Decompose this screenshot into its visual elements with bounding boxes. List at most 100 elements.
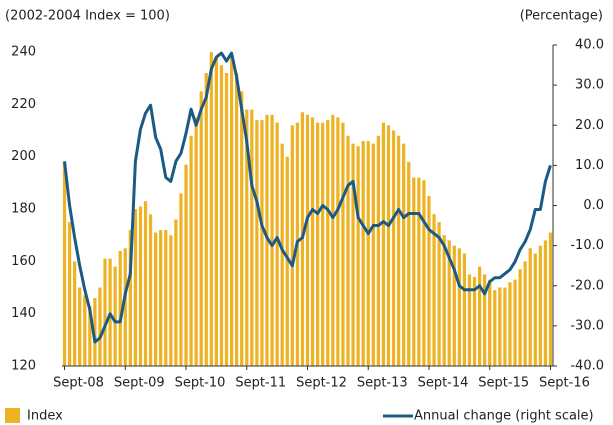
x-tick-label: Sept-10 [175,376,226,391]
bar [407,161,411,366]
x-tick-label: Sept-14 [418,376,469,391]
x-tick-label: Sept-11 [235,376,286,391]
bar [98,287,102,366]
y2-tick-label: -40.0 [570,359,604,374]
bar [62,161,67,366]
bar [498,287,502,366]
y-tick-label: 120 [11,359,36,374]
bar [219,65,224,366]
x-tick-label: Sept-08 [53,376,104,391]
bar [265,114,269,366]
bar [164,229,168,366]
y-tick-label: 200 [11,149,36,164]
x-tick-label: Sept-13 [357,376,408,391]
bar [148,214,153,366]
bar [538,245,542,366]
bar [326,120,330,366]
bar [214,57,219,367]
bar [250,109,254,366]
bar [457,248,461,366]
bar [118,250,122,366]
bar [103,258,107,366]
bar [275,122,279,366]
bar [285,156,289,366]
left-axis-label: (2002-2004 Index = 100) [5,9,170,24]
bar [255,120,259,366]
x-tick-label: Sept-15 [478,376,529,391]
x-tick-label: Sept-16 [539,376,590,391]
bar [78,287,82,366]
bar [351,143,355,366]
y2-tick-label: 20.0 [575,118,604,133]
bar [346,135,350,366]
bar [518,269,522,366]
y-tick-label: 160 [11,254,36,269]
bar [199,91,203,366]
bar [209,52,213,366]
bar [143,201,148,366]
bar [462,253,467,366]
bars [62,52,553,367]
bar [189,135,193,366]
bar [412,177,416,366]
bar [67,222,72,366]
bar [376,135,380,366]
bar [290,125,294,367]
bar [493,290,497,366]
bar [184,164,188,366]
bar [528,248,532,366]
legend-swatch [5,408,20,423]
bar [543,240,548,366]
bar [437,222,441,366]
y2-tick-label: -10.0 [570,238,604,253]
bar [123,248,127,366]
bar [83,295,87,366]
bar [305,114,310,366]
bar [128,229,132,366]
bar [548,232,553,366]
bar [73,261,77,366]
bar [169,235,173,366]
y2-tick-label: 0.0 [583,198,604,213]
bar [356,146,360,366]
bar [331,114,335,366]
bar [224,72,229,366]
bar [483,274,487,366]
bar [235,72,239,366]
bar [472,277,477,366]
bar [503,287,507,366]
bar [321,122,325,366]
line [63,51,552,344]
bar [179,193,183,366]
bar [245,109,249,366]
bar [159,229,163,366]
bar [204,72,208,366]
bar [427,195,431,366]
bar [396,135,401,366]
y2-tick-label: 30.0 [575,78,604,93]
x-tick-label: Sept-09 [114,376,165,391]
bar [422,180,426,366]
legend-label: Annual change (right scale) [414,409,594,424]
y2-tick-label: -30.0 [570,318,604,333]
bar [488,279,492,366]
bar [513,279,517,366]
bar [361,141,365,366]
bar [402,143,406,366]
y2-tick-label: -20.0 [570,278,604,293]
bar [194,117,198,366]
bar [229,57,234,367]
bar [113,266,117,366]
bar [508,282,512,366]
bar [366,141,370,366]
y2-tick-label: 10.0 [575,158,604,173]
bar [432,214,436,366]
bar [336,117,340,366]
bar [467,274,472,366]
bar [316,122,320,366]
bar [280,143,284,366]
bar [477,266,482,366]
legend-label: Index [27,409,63,424]
bar [154,232,158,366]
